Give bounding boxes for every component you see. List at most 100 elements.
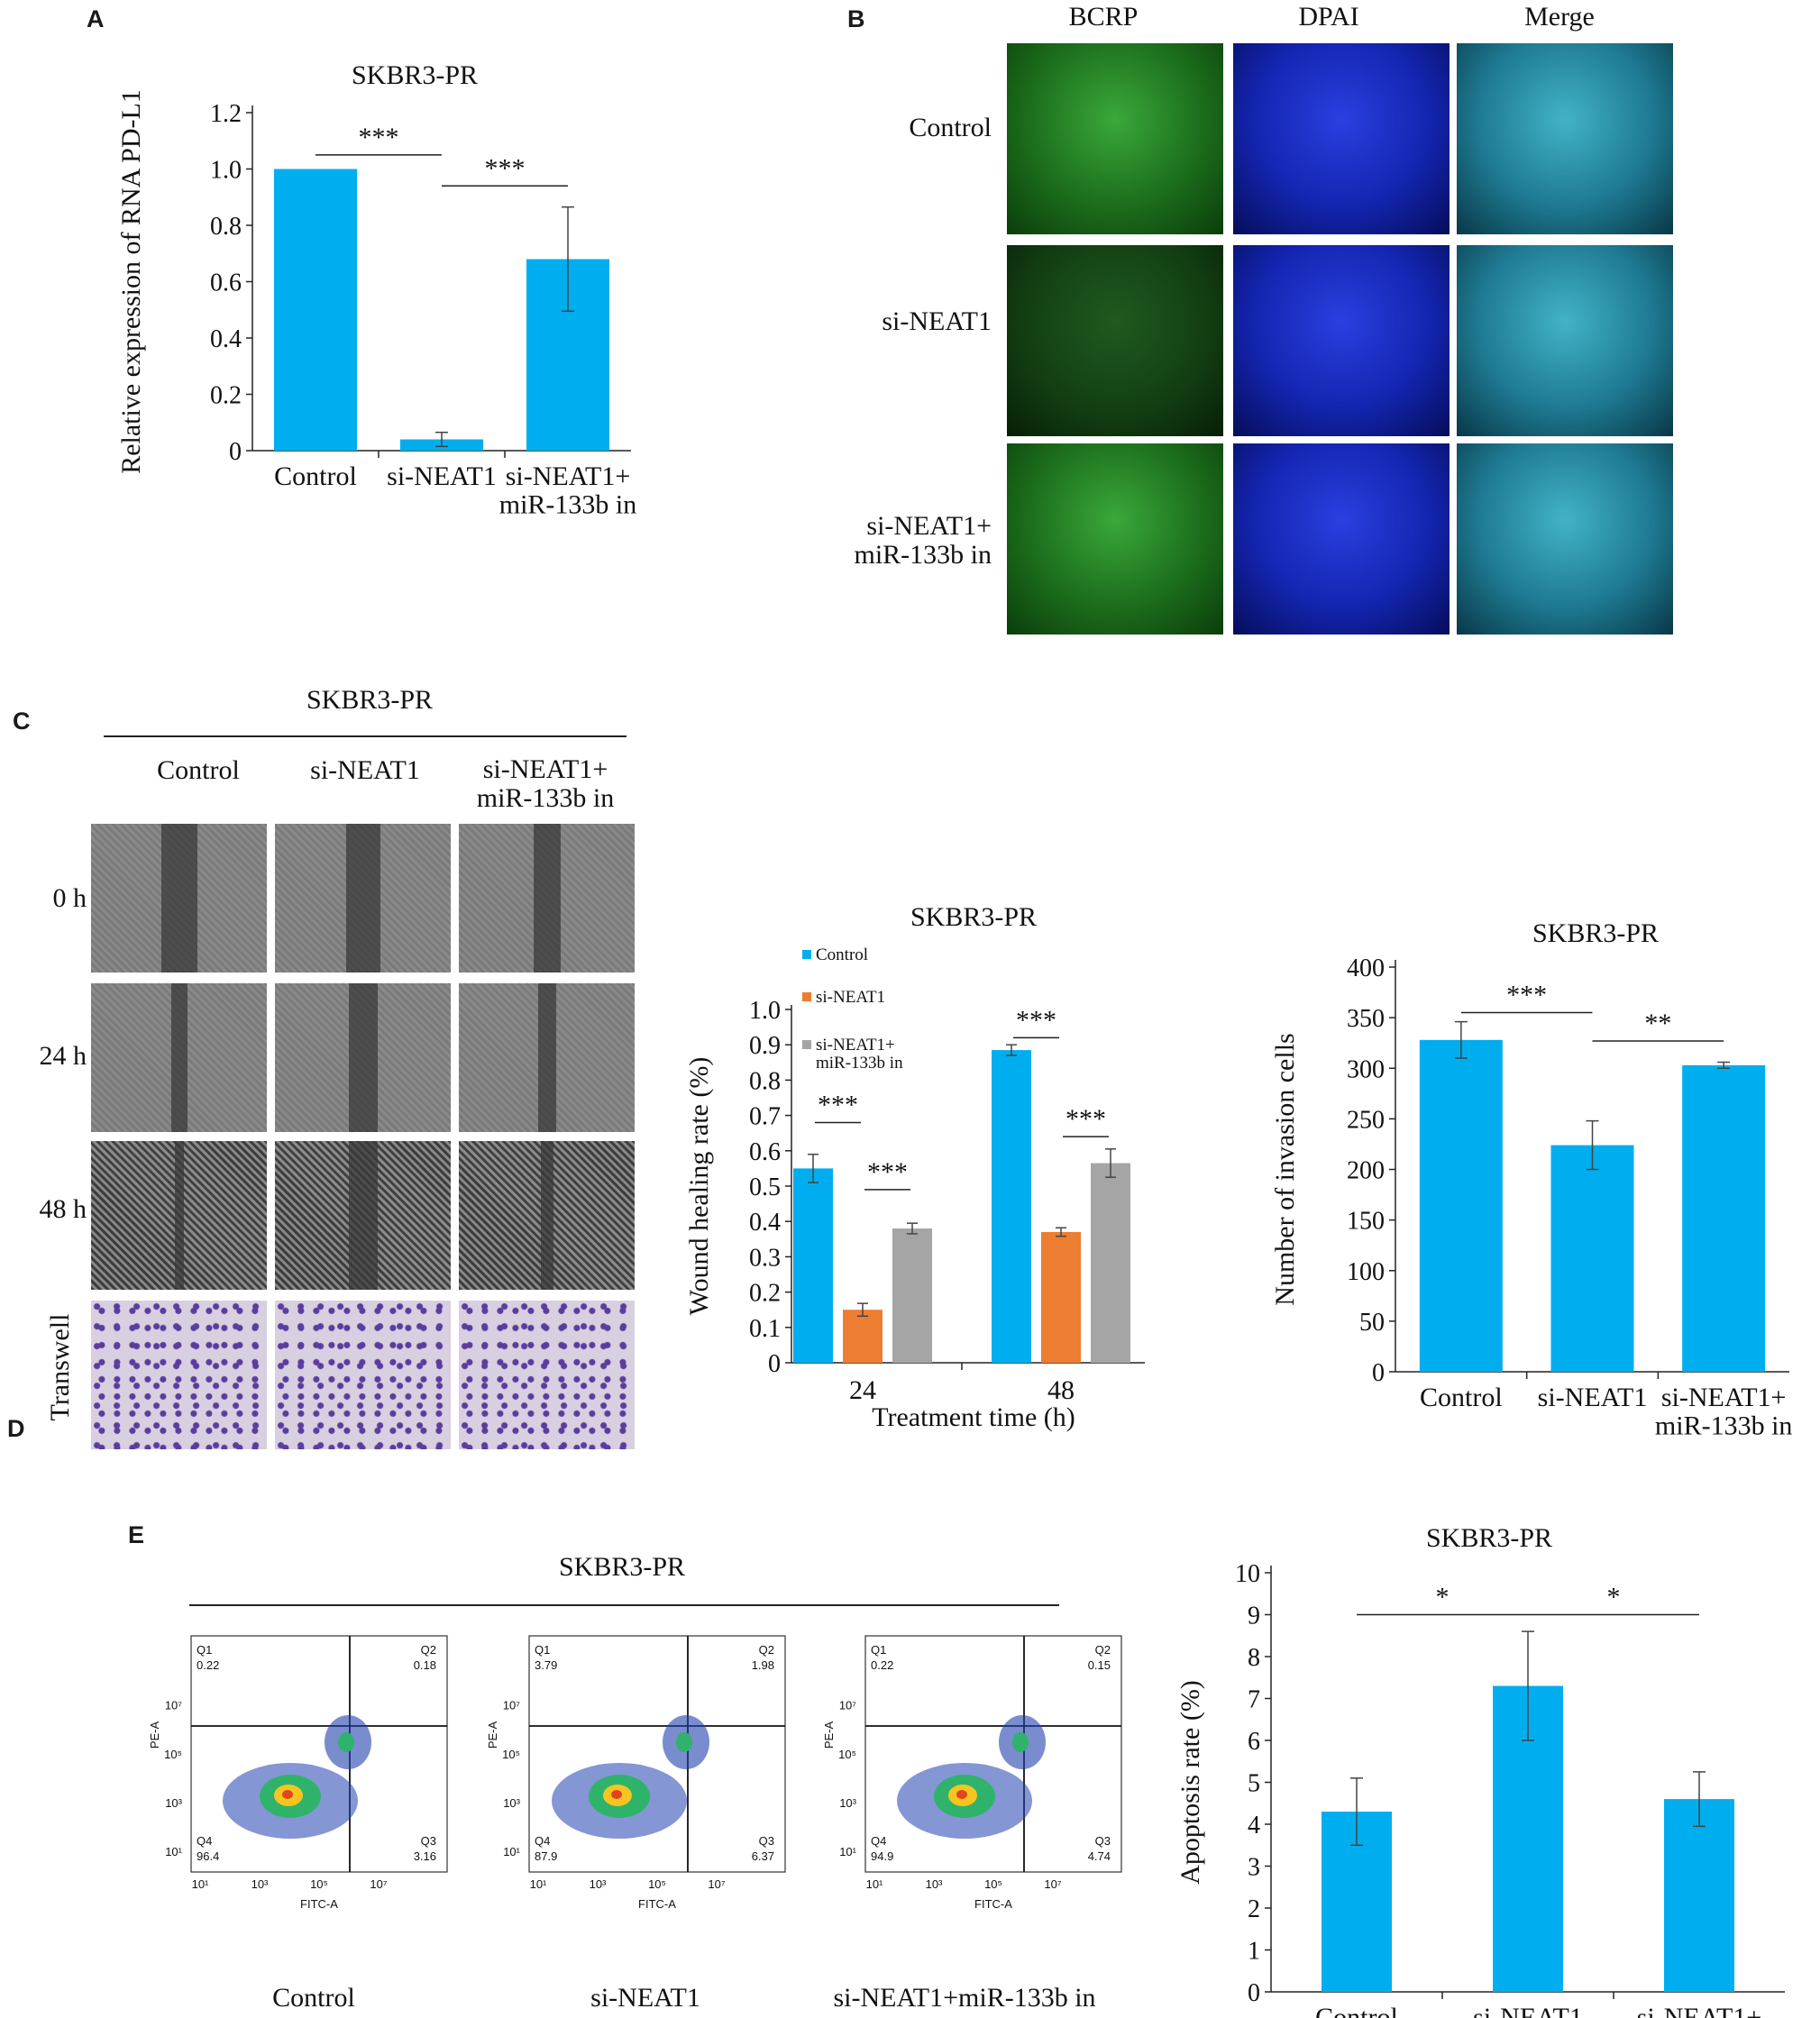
legend-label: Control [816, 945, 868, 964]
flow-x-tick-label: 10¹ [866, 1877, 883, 1891]
legend-swatch [802, 950, 811, 959]
panel-letter-d: D [7, 1415, 25, 1442]
x-tick-label: Control [274, 461, 357, 491]
y-tick-label: 6 [1248, 1728, 1260, 1756]
y-tick-label: 400 [1347, 954, 1385, 982]
col-label-bcrp: BCRP [1068, 2, 1139, 32]
flow-x-tick-label: 10⁷ [708, 1877, 725, 1891]
micro-image-24h-si-neat1 [275, 983, 451, 1132]
y-tick-label: 0.2 [210, 382, 242, 410]
x-tick-label: 24 [849, 1375, 876, 1405]
y-tick-label: 150 [1347, 1208, 1385, 1236]
significance-label: *** [359, 123, 399, 152]
flow-cloud-center [956, 1790, 967, 1799]
flow-y-tick-label: 10¹ [165, 1845, 182, 1858]
y-tick-label: 50 [1359, 1309, 1385, 1337]
quadrant-q4-value: 96.4 [197, 1849, 219, 1863]
chart-invasion-cells: SKBR3-PR Number of invasion cells 0 50 100 15… [1270, 918, 1792, 1441]
quadrant-q3-name: Q3 [421, 1834, 436, 1848]
fluor-image-control-bcrp [1007, 43, 1223, 234]
flow-x-tick-label: 10¹ [530, 1877, 547, 1891]
chart-title: SKBR3-PR [910, 902, 1037, 932]
quadrant-q1-value: 0.22 [871, 1658, 893, 1672]
panel-e-title: SKBR3-PR [558, 1552, 686, 1582]
panel-c-col-si-neat1: si-NEAT1 [310, 755, 420, 785]
micro-image-48h-control [91, 1141, 267, 1290]
y-axis-label: Number of invasion cells [1270, 1033, 1300, 1305]
flow-x-tick-label: 10⁵ [984, 1877, 1002, 1891]
flow-plot-label-1: si-NEAT1 [590, 1983, 700, 2013]
quadrant-q2-value: 1.98 [752, 1658, 774, 1672]
panel-letter-a: A [87, 5, 105, 32]
x-axis-label: Treatment time (h) [872, 1402, 1075, 1432]
micro-image-transwell-si-neat1 [275, 1301, 451, 1449]
bar [1091, 1163, 1130, 1363]
bar [274, 169, 357, 451]
micro-image-24h-combo [459, 983, 635, 1132]
flow-x-tick-label: 10¹ [192, 1877, 209, 1891]
legend-label: si-NEAT1 [816, 988, 885, 1007]
panel-c-row-0h: 0 h [52, 883, 87, 913]
y-tick-label: 0 [768, 1350, 781, 1378]
panel-c-title: SKBR3-PR [306, 685, 434, 715]
quadrant-q3-name: Q3 [759, 1834, 774, 1848]
chart-wound-healing: SKBR3-PR Wound healing rate (%) Treatment … [684, 902, 1145, 1432]
flow-y-tick-label: 10³ [839, 1796, 856, 1810]
flow-y-tick-label: 10⁵ [838, 1748, 856, 1761]
y-tick-label: 0.4 [210, 325, 242, 353]
y-tick-label: 350 [1347, 1005, 1385, 1033]
flow-y-tick-label: 10¹ [839, 1845, 856, 1858]
wound-gap [540, 1141, 553, 1290]
x-tick-label: si-NEAT1+miR-133b in [1631, 2003, 1769, 2018]
y-tick-label: 0.7 [749, 1103, 781, 1131]
y-tick-label: 200 [1347, 1157, 1385, 1185]
flow-y-tick-label: 10⁷ [165, 1699, 182, 1712]
micro-image-0h-combo [459, 824, 635, 972]
bar [1550, 1145, 1634, 1372]
quadrant-q1-value: 3.79 [535, 1658, 557, 1672]
panel-b-fluorescence: BCRP DPAI Merge [992, 0, 1677, 631]
flow-cloud-upper-core [338, 1732, 354, 1752]
col-label-merge: Merge [1524, 2, 1595, 32]
bar [892, 1228, 932, 1363]
y-tick-label: 1.0 [749, 997, 781, 1025]
bar [1664, 1799, 1734, 1992]
significance-label: *** [867, 1157, 908, 1187]
wound-gap [345, 824, 380, 972]
y-tick-label: 0 [229, 438, 242, 466]
flow-x-tick-label: 10⁷ [370, 1877, 387, 1891]
panel-c-row-48h: 48 h [39, 1194, 87, 1224]
x-tick-label: si-NEAT1 [387, 461, 497, 491]
flow-cloud-upper-core [676, 1732, 692, 1752]
flow-x-tick-label: 10⁷ [1044, 1877, 1061, 1891]
quadrant-q3-value: 4.74 [1088, 1849, 1111, 1863]
micro-image-24h-control [91, 983, 267, 1132]
flow-y-tick-label: 10⁷ [503, 1699, 520, 1712]
row-label-control-b: Control [909, 113, 992, 142]
flow-cloud-center [611, 1790, 622, 1799]
flow-cloud-upper-core [1012, 1732, 1029, 1752]
panel-c-col-control: Control [157, 755, 240, 785]
y-tick-label: 300 [1347, 1055, 1385, 1083]
y-tick-label: 0.9 [749, 1032, 781, 1060]
y-tick-label: 0.4 [749, 1209, 781, 1237]
y-tick-label: 0.8 [749, 1067, 781, 1095]
y-tick-label: 10 [1235, 1560, 1260, 1588]
quadrant-q3-name: Q3 [1095, 1834, 1111, 1848]
significance-label: *** [1065, 1104, 1106, 1134]
y-tick-label: 7 [1248, 1686, 1260, 1714]
wound-gap [160, 824, 197, 972]
y-axis-label: Apoptosis rate (%) [1175, 1680, 1205, 1885]
flow-cloud-center [282, 1790, 293, 1799]
y-tick-label: 0.5 [749, 1173, 781, 1201]
legend-label: si-NEAT1+ miR-133b in [816, 1036, 903, 1073]
flow-x-tick-label: 10³ [926, 1877, 943, 1891]
micro-image-0h-si-neat1 [275, 824, 451, 972]
bar [992, 1050, 1031, 1363]
flow-plot-label-2: si-NEAT1+miR-133b in [833, 1983, 1096, 2013]
quadrant-q2-value: 0.18 [414, 1658, 436, 1672]
wound-gap [533, 824, 561, 972]
panel-letter-e: E [128, 1521, 145, 1548]
quadrant-q2-name: Q2 [759, 1643, 774, 1657]
flow-x-tick-label: 10³ [252, 1877, 269, 1891]
